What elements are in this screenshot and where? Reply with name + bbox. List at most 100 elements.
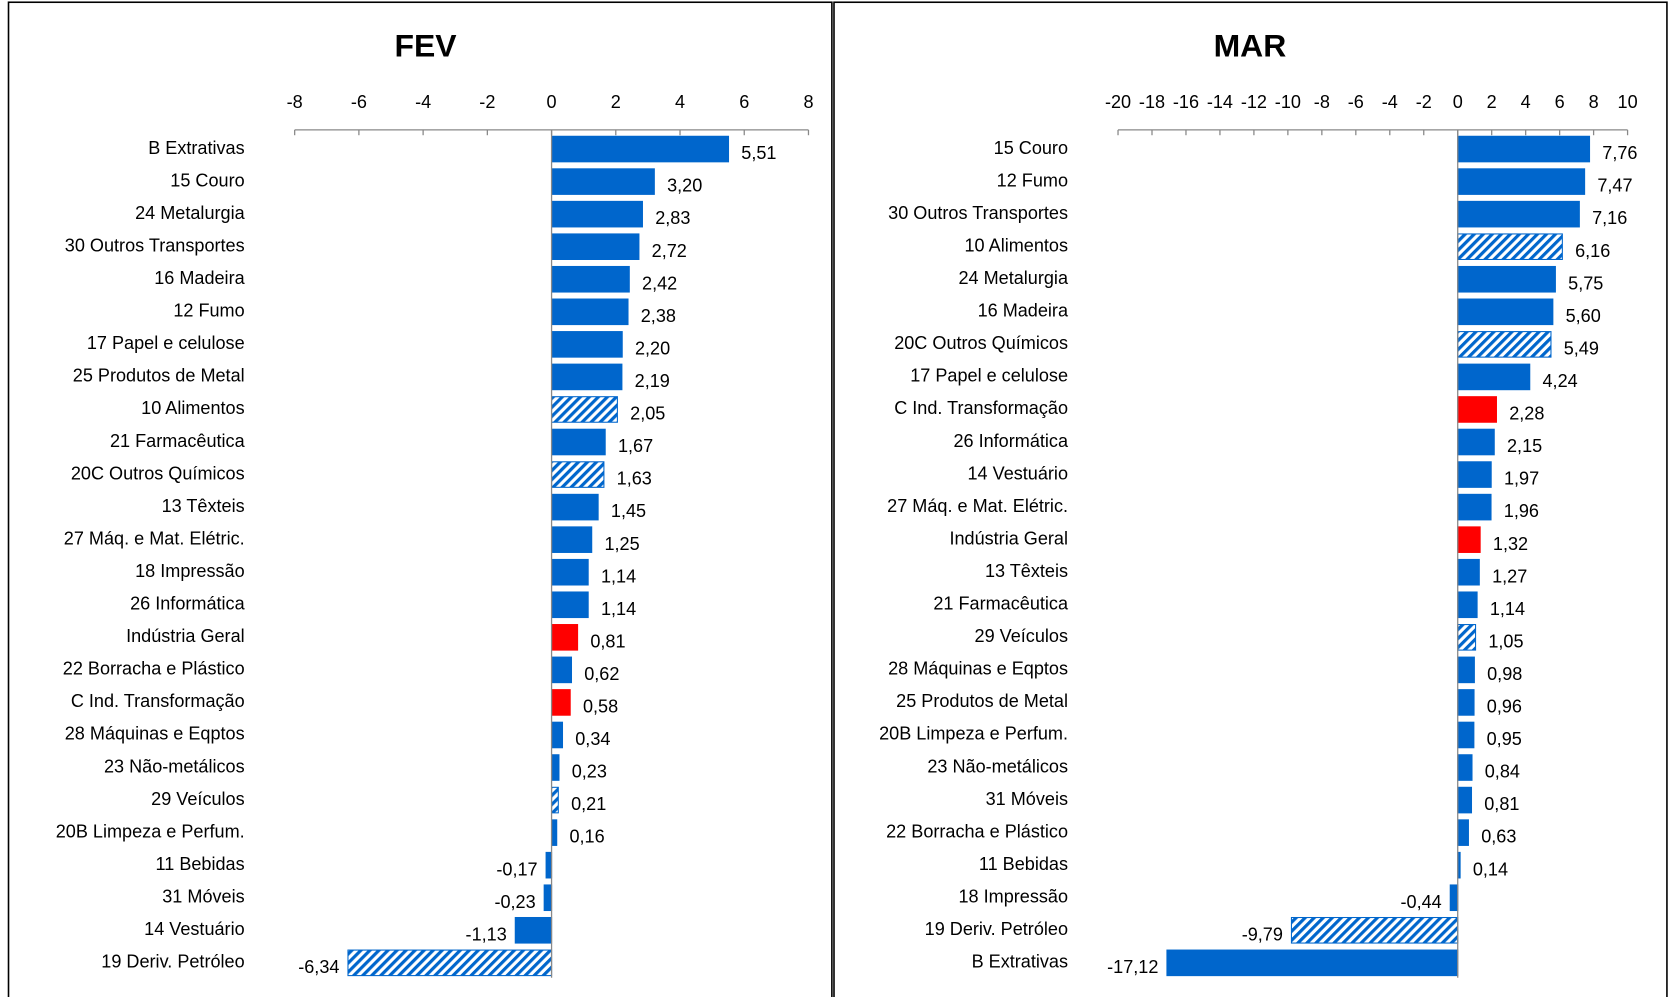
bar: [1457, 819, 1469, 846]
value-label: 5,49: [1564, 338, 1599, 358]
x-tick-label: 0: [1453, 92, 1463, 112]
category-label: 14 Vestuário: [968, 463, 1069, 483]
value-label: -1,13: [466, 924, 507, 944]
bar: [551, 363, 623, 391]
bar: [1457, 493, 1492, 521]
x-tick-label: -20: [1105, 92, 1131, 112]
value-label: 0,98: [1487, 664, 1522, 684]
category-label: 17 Papel e celulose: [87, 333, 245, 353]
bar: [551, 461, 605, 488]
value-label: 0,16: [569, 827, 604, 847]
value-label: 2,05: [630, 404, 665, 424]
value-label: 1,67: [618, 436, 653, 456]
bar: [551, 591, 589, 619]
category-label: B Extrativas: [972, 952, 1068, 972]
value-label: 2,15: [1507, 436, 1542, 456]
bar: [551, 754, 560, 781]
value-label: 1,05: [1488, 631, 1523, 651]
value-label: 1,32: [1493, 534, 1528, 554]
bar: [1457, 298, 1554, 326]
value-label: 1,25: [604, 534, 639, 554]
bar: [551, 135, 730, 163]
bar: [545, 851, 553, 879]
bar: [1166, 949, 1459, 977]
x-tick-label: 2: [611, 92, 621, 112]
value-label: 0,84: [1485, 762, 1520, 782]
category-label: 19 Deriv. Petróleo: [925, 919, 1068, 939]
category-label: 25 Produtos de Metal: [896, 691, 1068, 711]
category-label: 24 Metalurgia: [958, 268, 1068, 288]
value-label: -0,44: [1401, 892, 1442, 912]
category-label: 26 Informática: [953, 431, 1068, 451]
bar: [347, 949, 553, 977]
x-tick-label: -2: [1416, 92, 1432, 112]
bar: [1457, 624, 1477, 651]
value-label: -9,79: [1242, 924, 1283, 944]
category-label: 17 Papel e celulose: [910, 366, 1068, 386]
bar: [1457, 689, 1475, 716]
x-tick-label: 6: [739, 92, 749, 112]
category-label: 10 Alimentos: [965, 235, 1069, 255]
bar: [551, 786, 559, 814]
category-label: Indústria Geral: [949, 528, 1068, 548]
value-label: 1,97: [1504, 469, 1539, 489]
category-label: 22 Borracha e Plástico: [63, 659, 245, 679]
value-label: -6,34: [298, 957, 339, 977]
category-label: 11 Bebidas: [979, 854, 1068, 874]
value-label: 7,76: [1602, 143, 1637, 163]
chart-title: FEV: [394, 27, 457, 63]
x-tick-label: -8: [1314, 92, 1330, 112]
x-tick-label: 0: [547, 92, 557, 112]
value-label: -17,12: [1107, 957, 1158, 977]
category-label: 21 Farmacêutica: [933, 594, 1069, 614]
x-tick-label: -2: [479, 92, 495, 112]
panel-border: [833, 1, 1668, 997]
category-label: 20B Limpeza e Perfum.: [879, 724, 1068, 744]
bar: [551, 493, 599, 521]
value-label: 0,81: [1484, 794, 1519, 814]
category-label: 27 Máq. e Mat. Elétric.: [64, 528, 245, 548]
bar: [543, 884, 553, 912]
value-label: 1,63: [617, 469, 652, 489]
bar: [551, 689, 571, 716]
value-label: 5,60: [1566, 306, 1601, 326]
category-label: C Ind. Transformação: [71, 691, 245, 711]
bar: [1457, 461, 1492, 488]
x-tick-label: -10: [1275, 92, 1301, 112]
x-tick-label: 8: [803, 92, 813, 112]
bar: [551, 526, 593, 553]
bar: [551, 624, 579, 651]
value-label: 0,63: [1481, 827, 1516, 847]
bar: [551, 168, 655, 195]
x-tick-label: -18: [1139, 92, 1165, 112]
value-label: 0,21: [571, 794, 606, 814]
category-label: 15 Couro: [170, 170, 244, 190]
bar: [551, 396, 618, 423]
bar: [1457, 168, 1586, 195]
bar: [1457, 331, 1552, 358]
bar: [1457, 363, 1531, 391]
x-tick-label: -6: [351, 92, 367, 112]
category-label: 28 Máquinas e Eqptos: [888, 659, 1068, 679]
x-tick-label: 4: [1521, 92, 1531, 112]
category-label: 13 Têxteis: [162, 496, 245, 516]
x-tick-label: 6: [1555, 92, 1565, 112]
bar: [551, 428, 606, 456]
category-label: 10 Alimentos: [141, 398, 245, 418]
category-label: 24 Metalurgia: [135, 203, 245, 223]
x-tick-label: 8: [1589, 92, 1599, 112]
category-label: 30 Outros Transportes: [888, 203, 1068, 223]
x-tick-label: -16: [1173, 92, 1199, 112]
category-label: C Ind. Transformação: [894, 398, 1068, 418]
x-tick-label: 2: [1487, 92, 1497, 112]
bar: [551, 331, 623, 358]
bar: [551, 721, 564, 749]
bar: [1457, 265, 1556, 293]
value-label: 0,96: [1487, 697, 1522, 717]
value-label: 5,75: [1568, 273, 1603, 293]
value-label: -0,23: [494, 892, 535, 912]
category-label: 21 Farmacêutica: [110, 431, 246, 451]
category-label: 12 Fumo: [173, 301, 244, 321]
value-label: 1,14: [601, 566, 636, 586]
